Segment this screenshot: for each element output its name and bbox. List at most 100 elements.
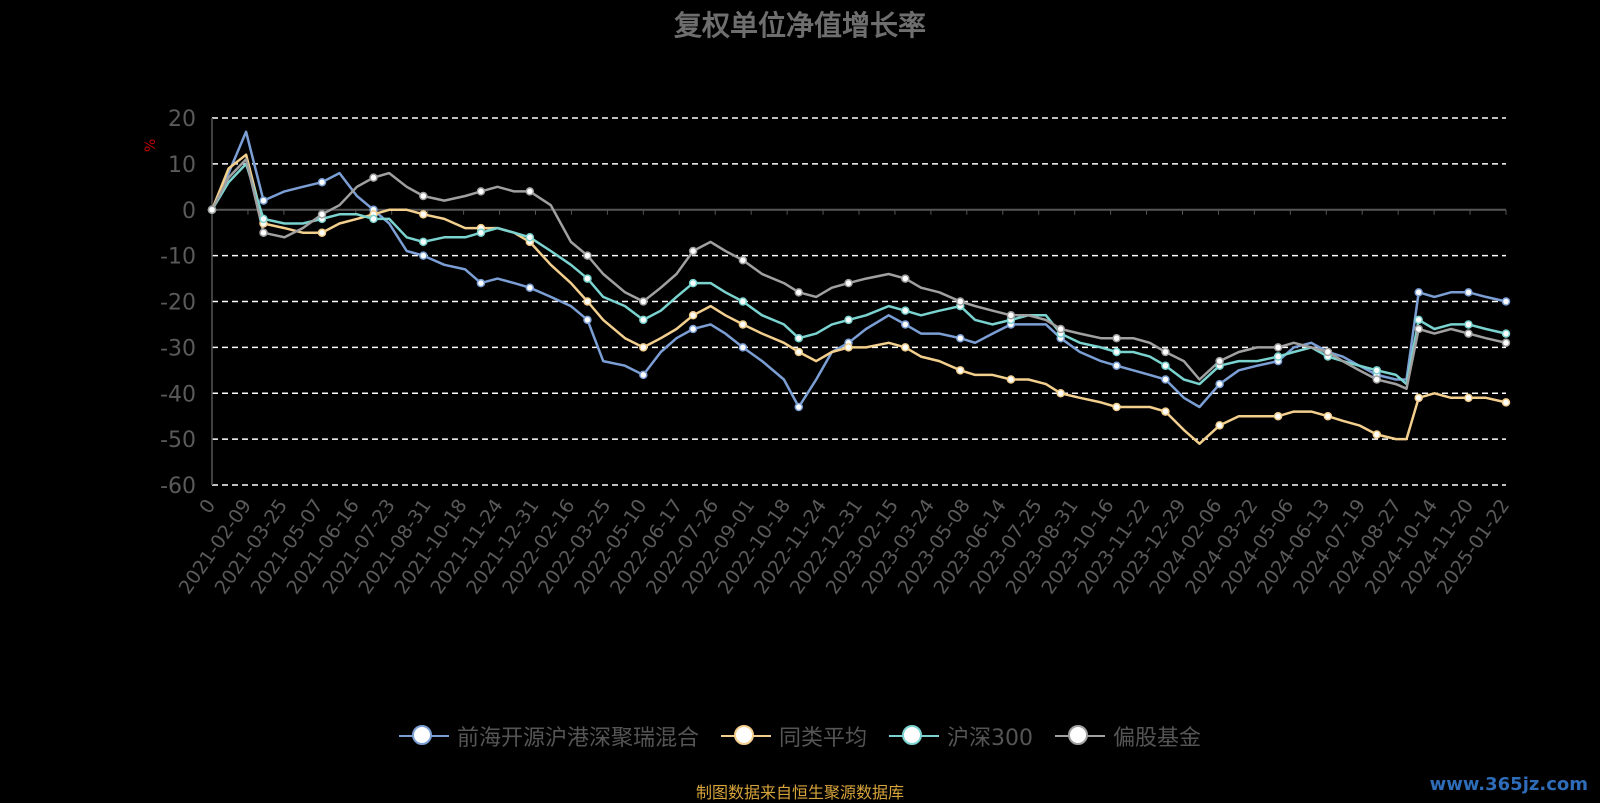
series-point-1 bbox=[688, 311, 698, 320]
series-point-3 bbox=[844, 278, 853, 288]
series-point-0 bbox=[956, 333, 965, 343]
series-point-1 bbox=[1112, 402, 1121, 412]
series-point-0 bbox=[525, 283, 535, 292]
y-tick-label: -60 bbox=[160, 474, 196, 499]
series-point-3 bbox=[1215, 356, 1224, 366]
y-tick-label: 20 bbox=[168, 107, 196, 132]
y-tick-label: -20 bbox=[160, 291, 196, 316]
legend-item-fund[interactable]: 前海开源沪港深聚瑞混合 bbox=[398, 720, 699, 752]
legend-item-peer-average[interactable]: 同类平均 bbox=[720, 720, 867, 752]
legend-dot-icon bbox=[902, 725, 922, 745]
series-point-2 bbox=[369, 214, 378, 224]
series-point-2 bbox=[901, 306, 910, 315]
series-point-0 bbox=[259, 196, 268, 205]
series-point-3 bbox=[317, 210, 327, 219]
series-point-0 bbox=[639, 370, 648, 380]
series-markers bbox=[207, 173, 1511, 439]
y-tick-label: -10 bbox=[160, 245, 196, 270]
series-point-2 bbox=[1414, 315, 1423, 325]
legend-label-equity-fund: 偏股基金 bbox=[1113, 726, 1202, 751]
series-point-3 bbox=[956, 297, 965, 306]
series-point-3 bbox=[901, 274, 910, 283]
series-point-3 bbox=[1273, 343, 1283, 352]
y-tick-label: -40 bbox=[160, 382, 196, 407]
series-point-3 bbox=[207, 205, 217, 214]
series-point-1 bbox=[583, 297, 592, 306]
series-point-3 bbox=[1464, 329, 1473, 338]
series-point-1 bbox=[1414, 393, 1423, 403]
series-point-1 bbox=[1372, 430, 1382, 439]
series-point-2 bbox=[688, 278, 698, 288]
series-point-0 bbox=[1501, 297, 1511, 306]
legend-label-peer-average: 同类平均 bbox=[778, 726, 867, 751]
y-tick-label: 10 bbox=[168, 153, 196, 178]
chart-title: 复权单位净值增长率 bbox=[673, 9, 926, 42]
series-point-3 bbox=[369, 173, 378, 182]
series-point-1 bbox=[1215, 421, 1224, 430]
series-point-2 bbox=[1161, 361, 1170, 370]
watermark-logo: www.365jz.com bbox=[1429, 774, 1588, 795]
series-point-0 bbox=[1464, 288, 1473, 297]
series-point-2 bbox=[1273, 352, 1283, 361]
series-point-1 bbox=[844, 343, 853, 352]
series-point-3 bbox=[738, 255, 748, 265]
legend-swatch-fund bbox=[398, 725, 449, 747]
series-point-2 bbox=[844, 315, 853, 325]
legend-dot-icon bbox=[411, 725, 432, 745]
series-point-2 bbox=[1464, 320, 1473, 329]
legend-swatch-csi300 bbox=[889, 725, 939, 747]
series-point-2 bbox=[583, 274, 592, 283]
series-point-0 bbox=[317, 177, 327, 187]
series-point-2 bbox=[1501, 329, 1511, 338]
series-point-1 bbox=[639, 343, 648, 352]
series-point-2 bbox=[794, 333, 804, 343]
series-point-3 bbox=[639, 297, 648, 306]
legend-swatch-peer-average bbox=[720, 725, 771, 747]
series-point-2 bbox=[259, 214, 268, 224]
y-tick-label: 0 bbox=[182, 199, 196, 224]
legend-swatch-equity-fund bbox=[1055, 725, 1105, 747]
series-line-0 bbox=[210, 130, 1507, 409]
series-point-3 bbox=[583, 251, 592, 260]
series-point-2 bbox=[1372, 366, 1382, 375]
series-point-1 bbox=[317, 228, 327, 237]
legend-item-equity-fund[interactable]: 偏股基金 bbox=[1055, 720, 1201, 752]
series-point-1 bbox=[419, 210, 428, 219]
x-tick-label: 0 bbox=[195, 495, 220, 518]
legend-item-csi300[interactable]: 沪深300 bbox=[889, 720, 1033, 752]
series-point-3 bbox=[1372, 375, 1382, 384]
series-point-3 bbox=[794, 288, 804, 297]
series-point-0 bbox=[688, 324, 698, 334]
series-point-3 bbox=[476, 187, 486, 196]
legend-label-fund: 前海开源沪港深聚瑞混合 bbox=[456, 726, 699, 751]
y-tick-labels: 20 10 0 -10 -20 -30 -40 -50 -60 bbox=[160, 107, 196, 499]
series-point-3 bbox=[1006, 311, 1016, 320]
series-point-0 bbox=[419, 251, 428, 260]
series-point-0 bbox=[1112, 361, 1121, 370]
series-point-3 bbox=[419, 191, 428, 201]
legend-dot-icon bbox=[733, 725, 754, 745]
grid-lines bbox=[212, 117, 1506, 486]
data-source-note: 制图数据来自恒生聚源数据库 bbox=[695, 783, 904, 802]
series-point-1 bbox=[901, 343, 910, 352]
series-point-1 bbox=[1161, 407, 1170, 416]
series-point-1 bbox=[1323, 411, 1333, 421]
series-point-2 bbox=[1112, 347, 1121, 357]
series-point-0 bbox=[1161, 375, 1170, 384]
series-point-1 bbox=[1501, 398, 1511, 407]
series-point-1 bbox=[956, 366, 965, 375]
series-point-2 bbox=[738, 297, 748, 306]
series-point-1 bbox=[1006, 375, 1016, 384]
series-point-2 bbox=[419, 237, 428, 247]
series-point-3 bbox=[525, 187, 535, 196]
legend-label-csi300: 沪深300 bbox=[947, 726, 1033, 751]
y-tick-label: -30 bbox=[160, 336, 196, 361]
series-point-3 bbox=[1056, 324, 1065, 334]
series-point-3 bbox=[688, 246, 698, 256]
series-line-3 bbox=[210, 158, 1507, 390]
series-point-3 bbox=[259, 228, 268, 237]
series-point-1 bbox=[738, 320, 748, 329]
series-point-0 bbox=[901, 320, 910, 329]
legend: 前海开源沪港深聚瑞混合 同类平均 沪深300 偏股基金 bbox=[0, 720, 1600, 752]
